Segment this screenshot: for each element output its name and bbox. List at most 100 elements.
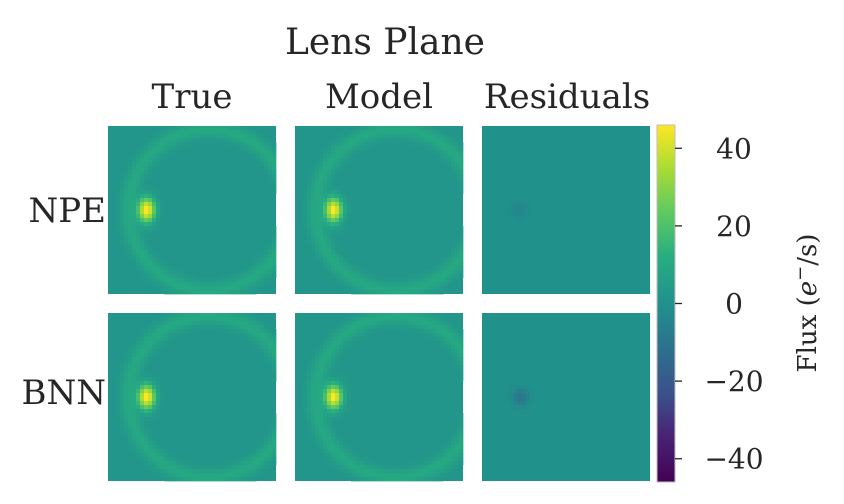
heatmap-cell bbox=[264, 441, 269, 446]
heatmap-cell bbox=[180, 333, 185, 338]
heatmap-cell bbox=[272, 365, 277, 370]
heatmap-cell bbox=[144, 417, 149, 422]
heatmap-cell bbox=[331, 389, 336, 394]
heatmap-cell bbox=[459, 417, 464, 422]
heatmap-cell bbox=[160, 389, 165, 394]
heatmap-cell bbox=[268, 138, 273, 143]
heatmap-cell bbox=[459, 369, 464, 374]
heatmap-cell bbox=[327, 365, 332, 370]
heatmap-cell bbox=[311, 377, 316, 382]
heatmap-cell bbox=[140, 250, 145, 255]
heatmap-cell bbox=[343, 401, 348, 406]
heatmap-cell bbox=[315, 182, 320, 187]
heatmap-cell bbox=[128, 409, 133, 414]
heatmap-cell bbox=[228, 290, 233, 295]
heatmap-cell bbox=[379, 142, 384, 147]
heatmap-cell bbox=[327, 218, 332, 223]
heatmap-cell bbox=[439, 329, 444, 334]
heatmap-cell bbox=[148, 465, 153, 470]
heatmap-cell bbox=[351, 477, 356, 482]
heatmap-cell bbox=[116, 417, 121, 422]
heatmap-cell bbox=[156, 449, 161, 454]
heatmap-cell bbox=[423, 274, 428, 279]
heatmap-cell bbox=[459, 226, 464, 231]
heatmap-cell bbox=[443, 337, 448, 342]
heatmap-cell bbox=[204, 134, 209, 139]
heatmap-cell bbox=[144, 333, 149, 338]
heatmap-cell bbox=[518, 202, 523, 207]
heatmap-cell bbox=[451, 258, 456, 263]
heatmap-cell bbox=[260, 337, 265, 342]
heatmap-cell bbox=[311, 186, 316, 191]
heatmap-cell bbox=[116, 385, 121, 390]
heatmap-cell bbox=[379, 321, 384, 326]
heatmap-cell bbox=[140, 413, 145, 418]
heatmap-cell bbox=[140, 158, 145, 163]
heatmap-cell bbox=[339, 389, 344, 394]
heatmap-cell bbox=[447, 349, 452, 354]
heatmap-cell bbox=[363, 130, 368, 135]
heatmap-cell bbox=[228, 317, 233, 322]
heatmap-cell bbox=[451, 441, 456, 446]
heatmap-cell bbox=[335, 246, 340, 251]
heatmap-cell bbox=[431, 138, 436, 143]
heatmap-cell bbox=[375, 329, 380, 334]
heatmap-cell bbox=[530, 389, 535, 394]
heatmap-cell bbox=[303, 222, 308, 227]
heatmap-cell bbox=[148, 437, 153, 442]
heatmap-cell bbox=[443, 441, 448, 446]
heatmap-cell bbox=[120, 234, 125, 239]
heatmap-cell bbox=[323, 437, 328, 442]
heatmap-cell bbox=[228, 278, 233, 283]
heatmap-cell bbox=[439, 158, 444, 163]
heatmap-cell bbox=[363, 457, 368, 462]
heatmap-cell bbox=[196, 286, 201, 291]
heatmap-cell bbox=[327, 377, 332, 382]
heatmap-cell bbox=[339, 413, 344, 418]
heatmap-cell bbox=[335, 333, 340, 338]
heatmap-cell bbox=[315, 250, 320, 255]
heatmap-cell bbox=[168, 453, 173, 458]
heatmap-cell bbox=[124, 210, 129, 215]
heatmap-cell bbox=[148, 457, 153, 462]
heatmap-cell bbox=[459, 433, 464, 438]
heatmap-cell bbox=[363, 473, 368, 478]
heatmap-cell bbox=[407, 469, 412, 474]
heatmap-cell bbox=[192, 469, 197, 474]
heatmap-cell bbox=[431, 278, 436, 283]
heatmap-cell bbox=[455, 262, 460, 267]
heatmap-cell bbox=[156, 409, 161, 414]
heatmap-cell bbox=[439, 134, 444, 139]
heatmap-cell bbox=[455, 341, 460, 346]
heatmap-cell bbox=[140, 337, 145, 342]
heatmap-cell bbox=[363, 477, 368, 482]
heatmap-cell bbox=[331, 421, 336, 426]
heatmap-cell bbox=[319, 417, 324, 422]
heatmap-cell bbox=[347, 206, 352, 211]
heatmap-cell bbox=[347, 270, 352, 275]
heatmap-cell bbox=[272, 461, 277, 466]
heatmap-cell bbox=[335, 465, 340, 470]
heatmap-cell bbox=[224, 329, 229, 334]
heatmap-cell bbox=[116, 226, 121, 231]
heatmap-cell bbox=[260, 266, 265, 271]
heatmap-cell bbox=[355, 477, 360, 482]
heatmap-cell bbox=[343, 441, 348, 446]
heatmap-cell bbox=[268, 270, 273, 275]
heatmap-cell bbox=[383, 473, 388, 478]
heatmap-cell bbox=[116, 401, 121, 406]
heatmap-cell bbox=[315, 246, 320, 251]
heatmap-cell bbox=[427, 333, 432, 338]
heatmap-cell bbox=[256, 465, 261, 470]
heatmap-cell bbox=[148, 194, 153, 199]
heatmap-cell bbox=[132, 258, 137, 263]
heatmap-cell bbox=[172, 469, 177, 474]
heatmap-cell bbox=[439, 341, 444, 346]
heatmap-cell bbox=[272, 357, 277, 362]
heatmap-cell bbox=[124, 202, 129, 207]
heatmap-cell bbox=[319, 174, 324, 179]
heatmap-cell bbox=[439, 313, 444, 318]
heatmap-cell bbox=[260, 449, 265, 454]
heatmap-cell bbox=[383, 138, 388, 143]
